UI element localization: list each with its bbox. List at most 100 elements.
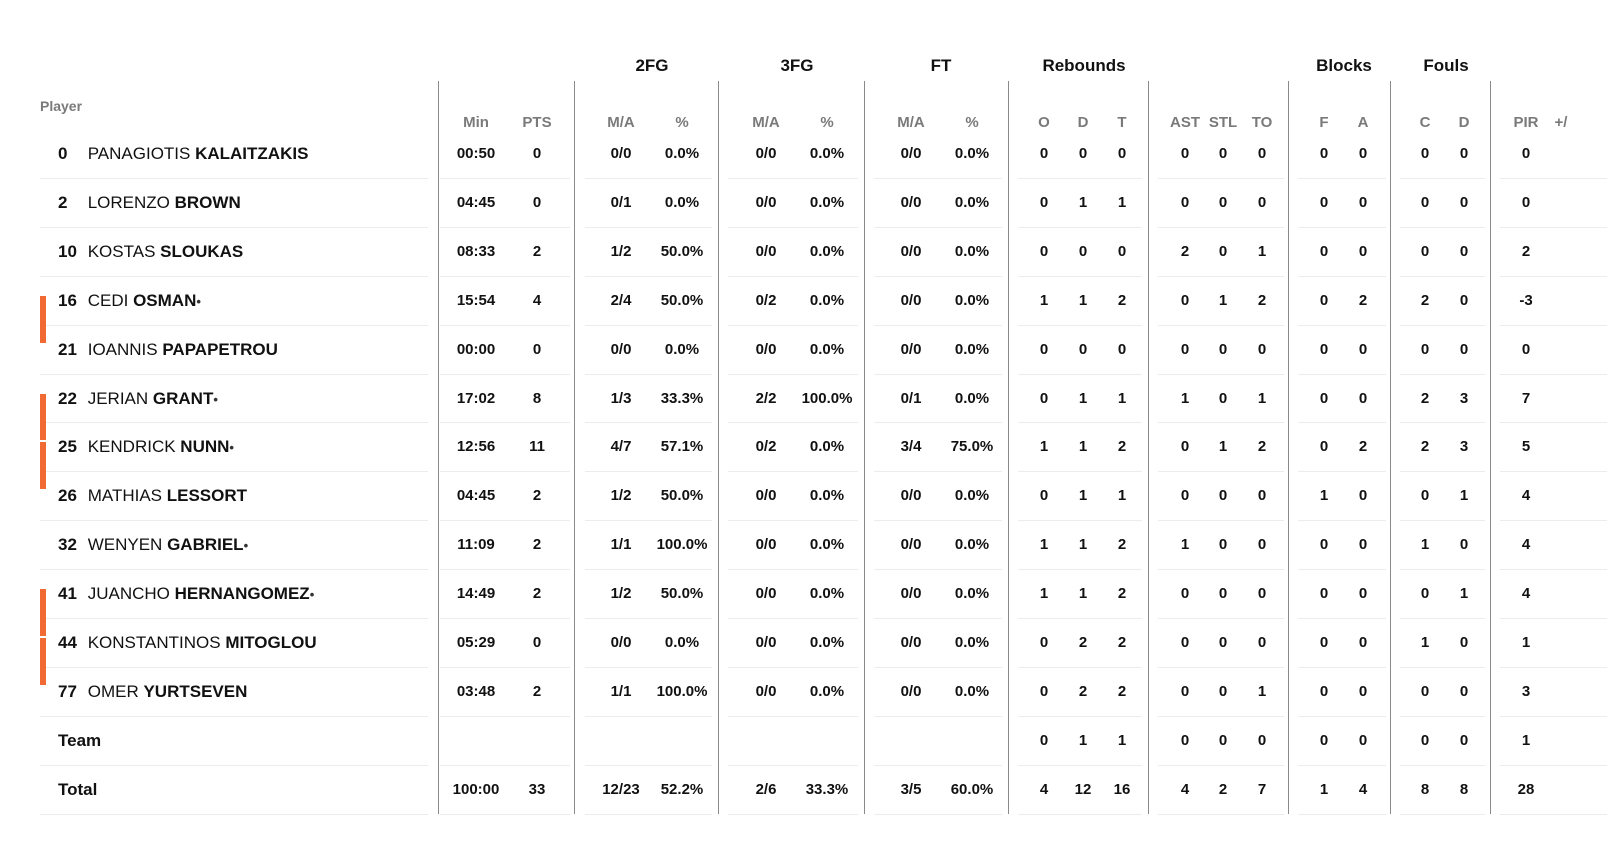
player-last-name: OSMAN	[133, 290, 197, 310]
column-header: M/A	[607, 114, 635, 131]
stat-cell: 0/0	[900, 682, 922, 700]
stat-cell: 0	[1459, 634, 1469, 651]
row-separator	[874, 666, 1002, 668]
row-separator	[728, 569, 858, 571]
stat-cell: 2	[1078, 682, 1088, 700]
row-separator	[1298, 715, 1386, 717]
row-separator	[1018, 666, 1142, 668]
stat-cell: 0.0%	[664, 634, 700, 651]
player-name[interactable]: 41 JUANCHO HERNANGOMEZ•	[58, 584, 314, 604]
player-name[interactable]: 44 KONSTANTINOS MITOGLOU	[58, 633, 317, 653]
stat-cell: 0	[1078, 340, 1088, 358]
stat-cell: 0	[1039, 340, 1049, 358]
stat-cell: 0	[1180, 193, 1190, 211]
row-separator	[1158, 471, 1284, 473]
stat-cell: 8	[532, 389, 542, 407]
stat-cell: 28	[1517, 780, 1535, 798]
row-separator	[585, 618, 712, 619]
row-separator	[1500, 422, 1607, 424]
row-separator	[40, 618, 428, 619]
player-name[interactable]: 2 LORENZO BROWN	[58, 193, 241, 213]
row-separator	[1500, 764, 1607, 766]
stat-cell: 0/0	[610, 145, 632, 162]
player-name[interactable]: 32 WENYEN GABRIEL•	[58, 535, 248, 555]
stat-cell: 0.0%	[954, 682, 990, 700]
stat-cell: 2	[1117, 536, 1127, 554]
stat-cell: 0	[1459, 731, 1469, 749]
row-separator	[440, 520, 570, 522]
group-header-ft: FT	[930, 56, 952, 75]
row-separator	[1158, 569, 1284, 571]
stat-cell: 0	[1257, 145, 1267, 162]
stat-cell: 0	[1218, 242, 1228, 260]
stat-cell: 1	[1117, 193, 1127, 211]
row-separator	[40, 324, 428, 326]
row-separator	[1400, 226, 1485, 228]
stat-cell: 0	[1459, 340, 1469, 358]
row-separator	[874, 324, 1002, 326]
starter-dot: •	[309, 587, 315, 603]
row-separator	[1298, 177, 1386, 179]
row-separator	[1158, 666, 1284, 668]
column-header: AST	[1170, 114, 1200, 131]
row-separator	[728, 666, 858, 668]
player-first-name: WENYEN	[83, 535, 168, 555]
stat-cell: 0	[1319, 731, 1329, 749]
player-name[interactable]: 25 KENDRICK NUNN•	[58, 437, 234, 457]
player-name[interactable]: 77 OMER YURTSEVEN	[58, 682, 247, 702]
stat-cell: 2	[1117, 634, 1127, 651]
stat-cell: 50.0%	[660, 242, 704, 260]
stat-cell: 00:50	[456, 145, 496, 162]
stat-cell: 2	[1420, 389, 1430, 407]
player-column-header: Player	[40, 98, 83, 114]
player-marker	[40, 393, 46, 441]
row-separator	[728, 715, 858, 717]
row-separator	[1400, 471, 1485, 473]
row-separator	[1018, 226, 1142, 228]
row-separator	[1158, 177, 1284, 179]
stat-cell: 0	[1218, 585, 1228, 603]
stat-cell: 52.2%	[660, 780, 704, 798]
row-separator	[1298, 569, 1386, 571]
stat-cell: 50.0%	[660, 585, 704, 603]
player-name[interactable]: 22 JERIAN GRANT•	[58, 389, 218, 409]
row-separator	[1018, 618, 1142, 619]
stat-cell: 0/0	[755, 145, 777, 162]
stat-cell: 60.0%	[950, 780, 994, 798]
stat-cell: 2	[532, 585, 542, 603]
player-number: 16	[58, 290, 77, 310]
row-separator	[1018, 373, 1142, 375]
column-header: F	[1319, 114, 1329, 131]
stat-cell: 0	[1180, 682, 1190, 700]
row-separator	[1298, 813, 1386, 815]
stat-cell: 14:49	[456, 585, 496, 603]
player-name[interactable]: 16 CEDI OSMAN•	[58, 291, 201, 311]
row-separator	[40, 373, 428, 375]
stat-cell: 1	[1459, 487, 1469, 505]
stat-cell: 0/0	[900, 340, 922, 358]
player-name[interactable]: 26 MATHIAS LESSORT	[58, 486, 247, 506]
player-first-name: KOSTAS	[83, 241, 161, 261]
stat-cell: 0	[1420, 585, 1430, 603]
stat-cell: 0	[1039, 682, 1049, 700]
stat-cell: 0/0	[755, 242, 777, 260]
player-last-name: GABRIEL	[167, 535, 244, 555]
stat-cell: 0	[1319, 340, 1329, 358]
row-separator	[440, 471, 570, 473]
column-header: +/	[1554, 114, 1568, 131]
stat-cell: 0	[1180, 340, 1190, 358]
row-separator	[728, 324, 858, 326]
row-separator	[1500, 177, 1607, 179]
stat-cell: 4	[1039, 780, 1049, 798]
column-header: STL	[1208, 114, 1238, 131]
row-separator	[1400, 177, 1485, 179]
player-name[interactable]: 21 IOANNIS PAPAPETROU	[58, 340, 278, 360]
stat-cell: 0	[1180, 145, 1190, 162]
player-number: 26	[58, 486, 77, 506]
player-name[interactable]: 10 KOSTAS SLOUKAS	[58, 242, 243, 262]
row-separator	[1500, 275, 1607, 277]
player-name[interactable]: 0 PANAGIOTIS KALAITZAKIS	[58, 144, 308, 164]
stat-cell: 2/4	[610, 291, 632, 309]
stat-cell: 0	[1257, 487, 1267, 505]
stat-cell: 0	[1521, 340, 1531, 358]
